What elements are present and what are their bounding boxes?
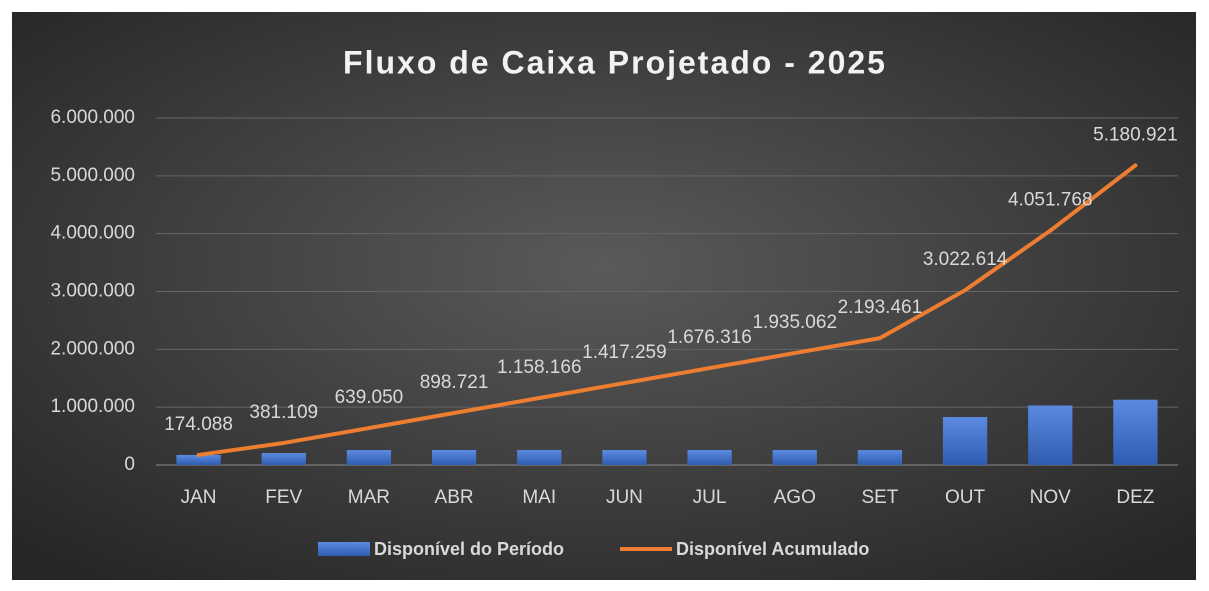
x-tick-label: JAN xyxy=(181,487,217,508)
x-tick-label: MAR xyxy=(348,487,390,508)
data-label: 381.109 xyxy=(249,402,318,423)
y-tick-label: 5.000.000 xyxy=(50,165,135,186)
bar xyxy=(261,453,306,465)
x-tick-label: ABR xyxy=(435,487,474,508)
x-tick-label: FEV xyxy=(265,487,302,508)
x-tick-label: JUL xyxy=(693,487,727,508)
x-tick-label: JUN xyxy=(606,487,643,508)
bar xyxy=(687,450,732,465)
y-tick-label: 6.000.000 xyxy=(50,107,135,128)
data-label: 3.022.614 xyxy=(923,249,1008,270)
data-label: 1.158.166 xyxy=(497,357,582,378)
bar xyxy=(1028,405,1073,465)
x-tick-label: OUT xyxy=(945,487,986,508)
legend-label: Disponível do Período xyxy=(374,539,564,559)
bar xyxy=(942,417,988,465)
data-label: 1.676.316 xyxy=(667,327,752,348)
legend-label: Disponível Acumulado xyxy=(676,539,869,559)
chart-title: Fluxo de Caixa Projetado - 2025 xyxy=(343,44,887,80)
line xyxy=(196,163,1138,457)
bar xyxy=(517,449,562,465)
y-tick-label: 0 xyxy=(124,454,135,475)
x-tick-label: AGO xyxy=(774,487,816,508)
data-label: 898.721 xyxy=(420,372,489,393)
bar xyxy=(857,450,903,465)
y-tick-label: 4.000.000 xyxy=(50,223,135,244)
data-label: 1.935.062 xyxy=(752,312,837,333)
x-tick-label: DEZ xyxy=(1116,487,1154,508)
data-label: 639.050 xyxy=(335,387,404,408)
bar xyxy=(176,454,221,465)
bar xyxy=(602,450,647,465)
bar xyxy=(431,449,477,465)
bar xyxy=(1113,399,1158,465)
bar xyxy=(772,450,817,465)
bar xyxy=(346,450,392,465)
y-tick-label: 2.000.000 xyxy=(50,338,135,359)
x-tick-label: SET xyxy=(861,487,898,508)
x-tick-label: MAI xyxy=(522,487,556,508)
data-label: 5.180.921 xyxy=(1093,124,1178,145)
legend-swatch xyxy=(318,542,370,556)
x-tick-label: NOV xyxy=(1030,487,1072,508)
data-label: 4.051.768 xyxy=(1008,190,1093,211)
data-label: 1.417.259 xyxy=(582,342,667,363)
y-tick-label: 1.000.000 xyxy=(50,396,135,417)
data-label: 174.088 xyxy=(164,414,233,435)
y-tick-label: 3.000.000 xyxy=(50,281,135,302)
chart-background xyxy=(12,12,1196,580)
data-label: 2.193.461 xyxy=(838,297,923,318)
